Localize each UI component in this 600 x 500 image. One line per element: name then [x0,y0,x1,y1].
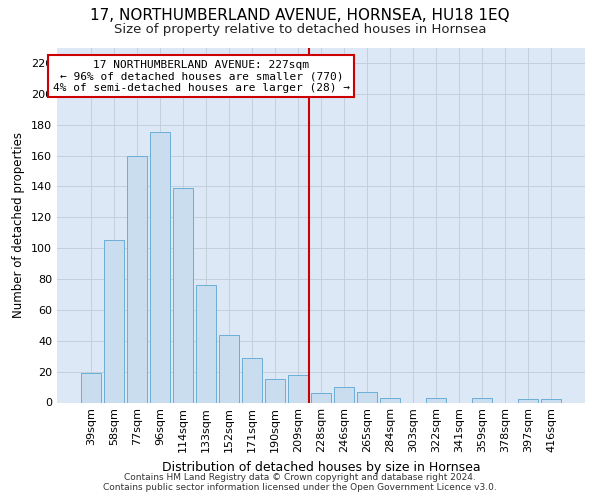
Bar [242,358,262,403]
Text: 17, NORTHUMBERLAND AVENUE, HORNSEA, HU18 1EQ: 17, NORTHUMBERLAND AVENUE, HORNSEA, HU18… [90,8,510,22]
Bar [150,132,170,402]
Text: Contains HM Land Registry data © Crown copyright and database right 2024.
Contai: Contains HM Land Registry data © Crown c… [103,473,497,492]
Bar [288,374,308,402]
Text: 17 NORTHUMBERLAND AVENUE: 227sqm
← 96% of detached houses are smaller (770)
4% o: 17 NORTHUMBERLAND AVENUE: 227sqm ← 96% o… [53,60,350,93]
Bar [334,387,354,402]
Bar [380,398,400,402]
Bar [357,392,377,402]
Bar [472,398,492,402]
Y-axis label: Number of detached properties: Number of detached properties [13,132,25,318]
Bar [265,380,285,402]
Bar [541,400,561,402]
Bar [311,393,331,402]
Bar [518,400,538,402]
Text: Size of property relative to detached houses in Hornsea: Size of property relative to detached ho… [114,22,486,36]
Bar [127,156,146,402]
Bar [219,334,239,402]
Bar [104,240,124,402]
X-axis label: Distribution of detached houses by size in Hornsea: Distribution of detached houses by size … [161,461,481,474]
Bar [81,373,101,402]
Bar [196,285,215,403]
Bar [173,188,193,402]
Bar [427,398,446,402]
